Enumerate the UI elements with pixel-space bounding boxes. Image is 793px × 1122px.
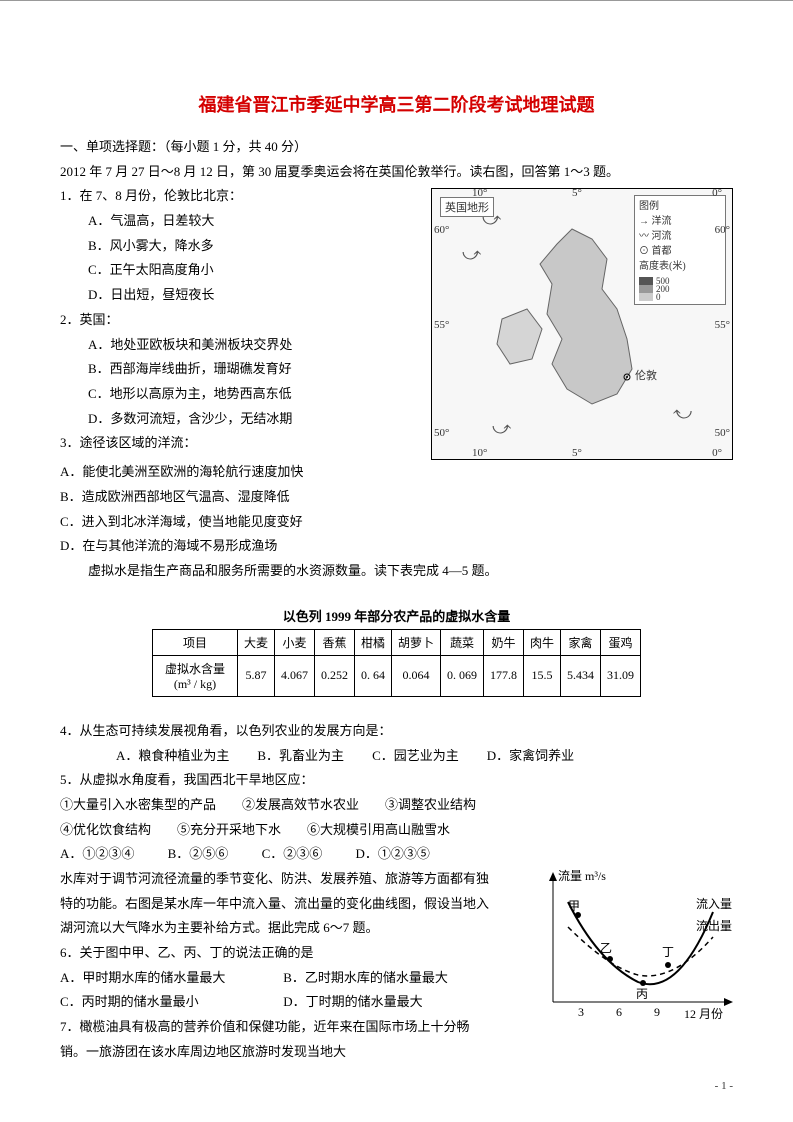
q4-d: D．家禽饲养业 [487,744,574,769]
q2-stem: 2．英国： [60,308,401,333]
table-cell: 5.434 [561,655,601,696]
lon-label: 0° [712,447,722,459]
xtick: 12 月份 [684,1005,723,1022]
q1-b: B．风小雾大，降水多 [60,234,401,259]
table-header: 柑橘 [354,629,391,655]
pt-label: 甲 [568,897,580,914]
q6-d: D．丁时期的储水量最大 [283,994,422,1009]
row-label: 虚拟水含量 (m³ / kg) [152,655,237,696]
page-title: 福建省晋江市季延中学高三第二阶段考试地理试题 [60,91,733,117]
lat-label: 50° [434,427,449,439]
q5-c: C．②③⑥ [262,846,323,861]
flow-chart: 流量 m³/s 流入量 流出量 甲 乙 丙 丁 3 6 9 12 月份 [528,867,738,1027]
pt-label: 丁 [662,943,674,960]
q5-d: D．①②③⑤ [355,846,429,861]
table-header: 家禽 [561,629,601,655]
table-caption: 以色列 1999 年部分农产品的虚拟水含量 [60,606,733,625]
legend-out: 流出量 [696,917,732,934]
q4-b: B．乳畜业为主 [257,744,344,769]
lon-label: 5° [572,187,582,199]
table-header: 大麦 [237,629,274,655]
table-header: 小麦 [274,629,314,655]
lat-label: 55° [715,319,730,331]
xtick: 9 [654,1005,660,1020]
table-cell: 0. 64 [354,655,391,696]
q6-a: A．甲时期水库的储水量最大 [60,966,280,991]
table-row: 虚拟水含量 (m³ / kg) 5.87 4.067 0.252 0. 64 0… [152,655,640,696]
q6-stem: 6．关于图中甲、乙、丙、丁的说法正确的是 [60,941,490,966]
q2-a: A．地处亚欧板块和美洲板块交界处 [60,333,401,358]
q5-options: A．①②③④ B．②⑤⑥ C．②③⑥ D．①②③⑤ [60,842,733,867]
lon-label: 0° [712,187,722,199]
q5-line: ①大量引入水密集型的产品 ②发展高效节水农业 ③调整农业结构 [60,793,733,818]
q3-c: C．进入到北冰洋海域，使当地能见度变好 [60,510,733,535]
lon-label: 10° [472,187,487,199]
table-cell: 5.87 [237,655,274,696]
uk-map: 英国地形 图例 → 洋流 〰 河流 ⊙ 首都 高度表(米) 500 200 [431,188,733,460]
table-cell: 0.252 [314,655,354,696]
table-header: 肉牛 [524,629,561,655]
q2-d: D．多数河流短，含沙少，无结冰期 [60,407,401,432]
q7-text: 7．橄榄油具有极高的营养价值和保健功能，近年来在国际市场上十分畅销。一旅游团在该… [60,1015,490,1064]
table-cell: 4.067 [274,655,314,696]
lat-label: 55° [434,319,449,331]
q3-b: B．造成欧洲西部地区气温高、湿度降低 [60,485,733,510]
page-number: - 1 - [715,1080,733,1092]
intro-text: 2012 年 7 月 27 日～8 月 12 日，第 30 届夏季奥运会将在英国… [60,160,733,185]
legend-in: 流入量 [696,895,732,912]
table-cell: 15.5 [524,655,561,696]
xtick: 3 [578,1005,584,1020]
table-header: 项目 [152,629,237,655]
q6-c: C．丙时期的储水量最小 [60,990,280,1015]
intro-text: 水库对于调节河流径流量的季节变化、防洪、发展养殖、旅游等方面都有独特的功能。右图… [60,867,490,941]
pt-label: 丙 [636,985,648,1002]
pt-label: 乙 [600,939,612,956]
q5-b: B．②⑤⑥ [168,846,229,861]
q5-stem: 5．从虚拟水角度看，我国西北干旱地区应： [60,768,733,793]
lon-label: 10° [472,447,487,459]
table-header: 胡萝卜 [392,629,441,655]
q3-stem: 3．途径该区域的洋流： [60,431,401,456]
table-cell: 31.09 [601,655,641,696]
table-header: 蔬菜 [441,629,484,655]
q1-stem: 1．在 7、8 月份，伦敦比北京： [60,184,401,209]
q2-b: B．西部海岸线曲折，珊瑚礁发育好 [60,357,401,382]
q4-a: A．粮食种植业为主 [116,744,229,769]
table-header: 蛋鸡 [601,629,641,655]
virtual-water-table: 项目 大麦 小麦 香蕉 柑橘 胡萝卜 蔬菜 奶牛 肉牛 家禽 蛋鸡 虚拟水含量 … [152,629,641,697]
q4-stem: 4．从生态可持续发展视角看，以色列农业的发展方向是： [60,719,733,744]
q1-d: D．日出短，昼短夜长 [60,283,401,308]
table-header: 香蕉 [314,629,354,655]
lat-label: 60° [715,224,730,236]
q6-b: B．乙时期水库的储水量最大 [283,970,448,985]
q1-c: C．正午太阳高度角小 [60,258,401,283]
q4-c: C．园艺业为主 [372,744,459,769]
chart-ylabel: 流量 m³/s [558,867,606,884]
capital-label: 伦敦 [635,367,657,383]
lat-label: 60° [434,224,449,236]
q2-c: C．地形以高原为主，地势西高东低 [60,382,401,407]
table-cell: 0. 069 [441,655,484,696]
q5-line: ④优化饮食结构 ⑤充分开采地下水 ⑥大规模引用高山融雪水 [60,818,733,843]
lat-label: 50° [715,427,730,439]
q6-row2: C．丙时期的储水量最小 D．丁时期的储水量最大 [60,990,520,1015]
table-cell: 0.064 [392,655,441,696]
q3-a: A．能使北美洲至欧洲的海轮航行速度加快 [60,460,733,485]
q3-d: D．在与其他洋流的海域不易形成渔场 [60,534,733,559]
q4-options: A．粮食种植业为主 B．乳畜业为主 C．园艺业为主 D．家禽饲养业 [60,744,733,769]
section-heading: 一、单项选择题：（每小题 1 分，共 40 分） [60,135,733,160]
table-header: 奶牛 [484,629,524,655]
lon-label: 5° [572,447,582,459]
q6-row1: A．甲时期水库的储水量最大 B．乙时期水库的储水量最大 [60,966,520,991]
table-row: 项目 大麦 小麦 香蕉 柑橘 胡萝卜 蔬菜 奶牛 肉牛 家禽 蛋鸡 [152,629,640,655]
q1-a: A．气温高，日差较大 [60,209,401,234]
q5-a: A．①②③④ [60,846,134,861]
xtick: 6 [616,1005,622,1020]
table-cell: 177.8 [484,655,524,696]
intro-text: 虚拟水是指生产商品和服务所需要的水资源数量。读下表完成 4—5 题。 [60,559,733,584]
